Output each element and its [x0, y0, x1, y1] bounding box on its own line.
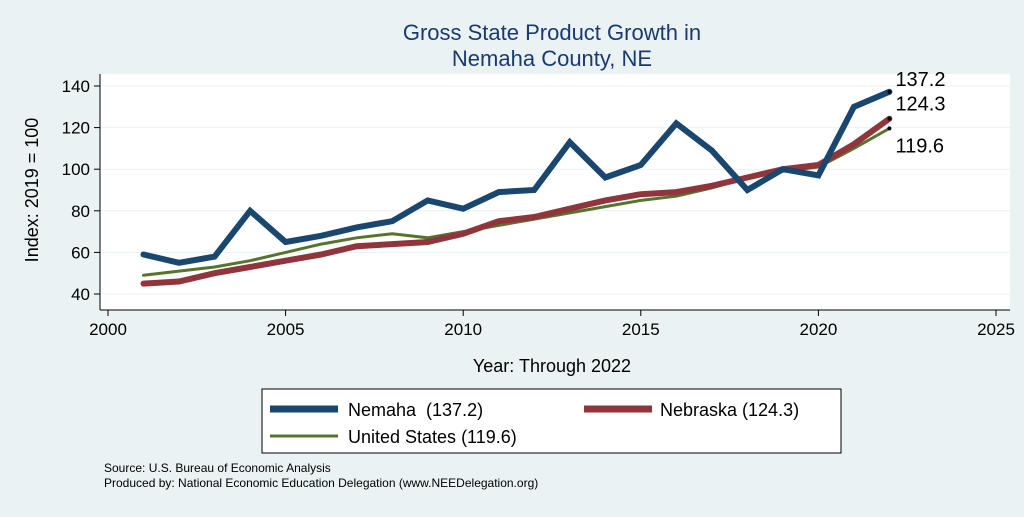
source-note: Source: U.S. Bureau of Economic Analysis: [104, 461, 331, 475]
end-marker-united-states: [887, 126, 892, 131]
x-tick-label-2005: 2005: [267, 320, 305, 339]
end-label-united-states: 119.6: [895, 135, 944, 157]
x-tick-label-2025: 2025: [977, 320, 1015, 339]
end-labels: 137.2 124.3 119.6: [887, 69, 946, 157]
end-label-nebraska: 124.3: [895, 94, 945, 116]
y-axis-label: Index: 2019 = 100: [22, 118, 42, 263]
producer-note: Produced by: National Economic Education…: [104, 476, 538, 490]
x-axis-label: Year: Through 2022: [473, 356, 631, 376]
x-tick-label-2015: 2015: [622, 320, 660, 339]
y-tick-label-140: 140: [62, 77, 90, 96]
x-tick-label-2020: 2020: [799, 320, 837, 339]
end-marker-nemaha: [887, 89, 892, 94]
y-tick-label-40: 40: [71, 285, 90, 304]
plot-area: [100, 74, 1010, 310]
series-lines: [140, 88, 893, 287]
legend-label-nemaha: Nemaha (137.2): [348, 400, 483, 420]
y-tick-label-80: 80: [71, 202, 90, 221]
series-line-nebraska: [140, 115, 893, 287]
axes: 40 60 80 100 120 140 2000 2005 2010 2015 2020 2025: [62, 74, 1015, 339]
x-tick-label-2010: 2010: [444, 320, 482, 339]
y-tick-label-120: 120: [62, 119, 90, 138]
series-line-nemaha: [140, 88, 893, 266]
y-tick-label-60: 60: [71, 243, 90, 262]
chart-title-line-1: Gross State Product Growth in: [403, 20, 701, 45]
legend: Nemaha (137.2) Nebraska (124.3) United Sta…: [261, 388, 842, 454]
x-tick-label-2000: 2000: [89, 320, 127, 339]
legend-label-nebraska: Nebraska (124.3): [660, 400, 799, 420]
end-marker-nebraska: [887, 116, 892, 121]
y-tick-label-100: 100: [62, 160, 90, 179]
end-label-nemaha: 137.2: [895, 69, 945, 91]
legend-label-united-states: United States (119.6): [348, 427, 517, 447]
legend-box: [261, 388, 842, 454]
chart-title-line-2: Nemaha County, NE: [452, 46, 652, 71]
